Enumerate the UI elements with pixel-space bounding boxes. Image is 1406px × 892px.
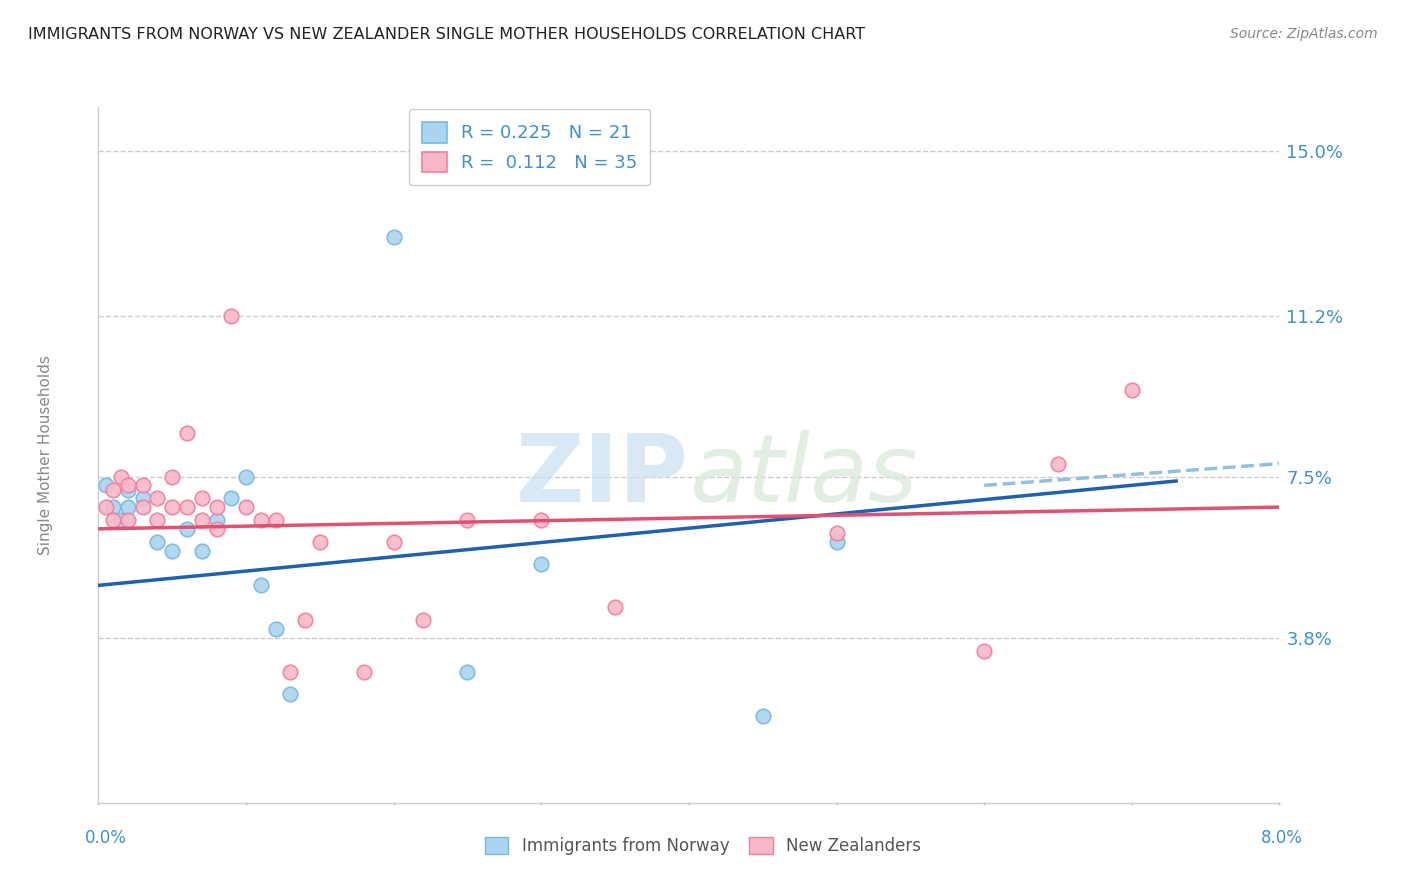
Point xyxy=(825,535,848,549)
Point xyxy=(146,513,169,527)
Point xyxy=(103,513,125,527)
Point xyxy=(530,557,553,571)
Point xyxy=(146,535,169,549)
Point xyxy=(294,613,316,627)
Point xyxy=(278,665,302,680)
Point xyxy=(132,491,155,506)
Text: 8.0%: 8.0% xyxy=(1261,830,1303,847)
Point xyxy=(250,578,273,592)
Point xyxy=(264,513,287,527)
Text: IMMIGRANTS FROM NORWAY VS NEW ZEALANDER SINGLE MOTHER HOUSEHOLDS CORRELATION CHA: IMMIGRANTS FROM NORWAY VS NEW ZEALANDER … xyxy=(28,27,865,42)
Point xyxy=(205,500,228,514)
Point xyxy=(1046,457,1069,471)
Point xyxy=(162,500,183,514)
Point xyxy=(382,230,405,244)
Point xyxy=(1121,383,1143,397)
Text: Single Mother Households: Single Mother Households xyxy=(38,355,53,555)
Legend: R = 0.225   N = 21, R =  0.112   N = 35: R = 0.225 N = 21, R = 0.112 N = 35 xyxy=(409,109,650,186)
Point xyxy=(103,483,125,497)
Point xyxy=(117,513,139,527)
Point xyxy=(94,500,117,514)
Legend: Immigrants from Norway, New Zealanders: Immigrants from Norway, New Zealanders xyxy=(478,830,928,862)
Point xyxy=(264,622,287,636)
Point xyxy=(353,665,375,680)
Point xyxy=(191,513,214,527)
Point xyxy=(110,513,132,527)
Point xyxy=(176,522,198,536)
Point xyxy=(191,491,214,506)
Point xyxy=(235,469,257,483)
Point xyxy=(412,613,434,627)
Point xyxy=(456,513,478,527)
Point xyxy=(219,309,242,323)
Point xyxy=(219,491,242,506)
Point xyxy=(132,478,155,492)
Point xyxy=(146,491,169,506)
Point xyxy=(117,478,139,492)
Point xyxy=(382,535,405,549)
Text: 0.0%: 0.0% xyxy=(84,830,127,847)
Point xyxy=(456,665,478,680)
Point xyxy=(973,643,995,657)
Point xyxy=(162,469,183,483)
Point xyxy=(162,543,183,558)
Point xyxy=(103,500,125,514)
Point xyxy=(176,500,198,514)
Text: ZIP: ZIP xyxy=(516,430,689,522)
Point xyxy=(205,522,228,536)
Point xyxy=(110,469,132,483)
Point xyxy=(132,500,155,514)
Point xyxy=(308,535,332,549)
Point xyxy=(825,526,848,541)
Point xyxy=(117,483,139,497)
Point xyxy=(191,543,214,558)
Point xyxy=(278,687,302,701)
Text: Source: ZipAtlas.com: Source: ZipAtlas.com xyxy=(1230,27,1378,41)
Point xyxy=(235,500,257,514)
Point xyxy=(117,500,139,514)
Point xyxy=(250,513,273,527)
Point xyxy=(94,478,117,492)
Point xyxy=(176,426,198,441)
Point xyxy=(205,513,228,527)
Point xyxy=(530,513,553,527)
Text: atlas: atlas xyxy=(689,430,917,521)
Point xyxy=(605,600,627,615)
Point xyxy=(751,708,773,723)
